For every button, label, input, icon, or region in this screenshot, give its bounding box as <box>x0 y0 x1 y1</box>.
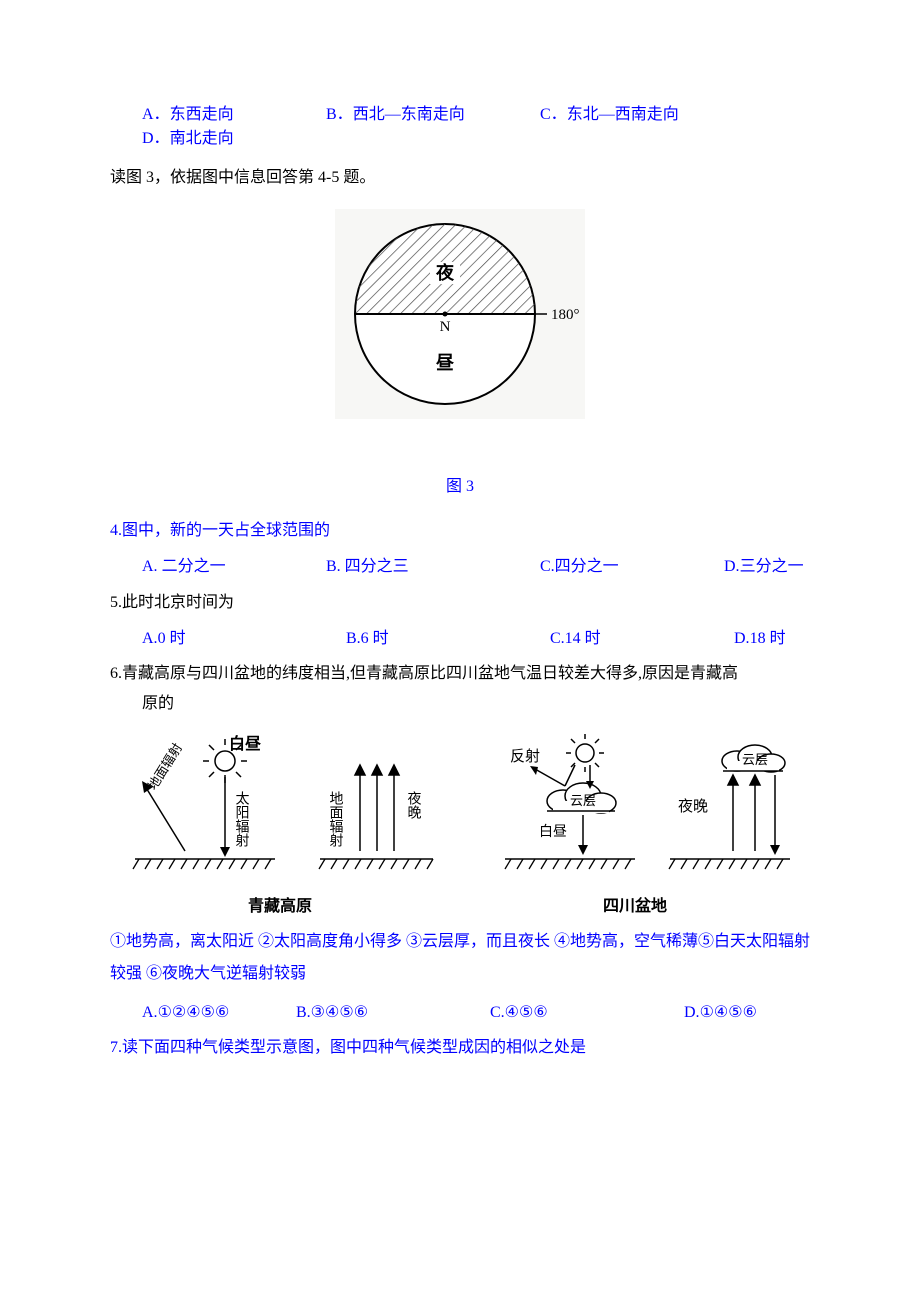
q3-option-b: B．西北—东南走向 <box>326 100 536 124</box>
q6-statements: ①地势高，离太阳近 ②太阳高度角小得多 ③云层厚，而且夜长 ④地势高，空气稀薄⑤… <box>110 926 810 990</box>
option-text: 东北—西南走向 <box>567 106 679 123</box>
svg-text:夜晚: 夜晚 <box>678 798 708 815</box>
option-text: 西北—东南走向 <box>353 106 465 123</box>
q3-option-a: A．东西走向 <box>142 100 322 124</box>
svg-text:地面辐射: 地面辐射 <box>145 740 185 792</box>
option-letter: D． <box>142 130 170 147</box>
q4-stem: 4.图中，新的一天占全球范围的 <box>110 516 810 540</box>
svg-text:夜晚: 夜晚 <box>406 791 422 820</box>
label-180: 180° <box>551 307 580 323</box>
q5-option-d: D.18 时 <box>734 624 786 648</box>
label-day: 昼 <box>436 353 454 373</box>
q4-option-d: D.三分之一 <box>724 552 804 576</box>
svg-text:反射: 反射 <box>510 748 540 765</box>
intro-4-5: 读图 3，依据图中信息回答第 4-5 题。 <box>110 164 810 193</box>
figure-3-caption: 图 3 <box>110 472 810 496</box>
q4-option-b: B. 四分之三 <box>326 552 536 576</box>
option-letter: A． <box>142 106 170 123</box>
svg-text:白昼: 白昼 <box>539 824 567 840</box>
q3-option-c: C．东北—西南走向 <box>540 100 720 124</box>
q4-options: A. 二分之一 B. 四分之三 C.四分之一 D.三分之一 <box>142 552 810 576</box>
q6-diagrams: 白昼 太阳辐射 地面辐射 地面辐 <box>110 731 810 916</box>
svg-text:白昼: 白昼 <box>229 734 262 753</box>
svg-text:云层: 云层 <box>742 752 768 767</box>
option-text: 东西走向 <box>170 106 234 123</box>
q6-option-c: C.④⑤⑥ <box>490 1002 680 1022</box>
caption-sichuan: 四川盆地 <box>475 892 795 916</box>
q6-option-a: A.①②④⑤⑥ <box>142 1002 292 1022</box>
figure-3: 夜 昼 N 180° <box>110 209 810 424</box>
q6-option-d: D.①④⑤⑥ <box>684 1002 757 1022</box>
diagram-qinghai-tibet: 白昼 太阳辐射 地面辐射 地面辐 <box>125 731 435 916</box>
q4-option-c: C.四分之一 <box>540 552 720 576</box>
q6-stem: 6.青藏高原与四川盆地的纬度相当,但青藏高原比四川盆地气温日较差大得多,原因是青… <box>110 660 810 689</box>
label-night: 夜 <box>435 262 455 283</box>
q5-option-c: C.14 时 <box>550 624 730 648</box>
q5-option-b: B.6 时 <box>346 624 546 648</box>
svg-text:云层: 云层 <box>570 793 596 808</box>
label-center: N <box>440 319 451 335</box>
option-text: 南北走向 <box>170 130 234 147</box>
caption-qinghai: 青藏高原 <box>125 892 435 916</box>
q7-stem: 7.读下面四种气候类型示意图，图中四种气候类型成因的相似之处是 <box>110 1034 810 1063</box>
sichuan-svg: 反射 云层 白昼 夜晚 <box>475 731 795 881</box>
q6-option-b: B.③④⑤⑥ <box>296 1002 486 1022</box>
q4-option-a: A. 二分之一 <box>142 552 322 576</box>
qinghai-tibet-svg: 白昼 太阳辐射 地面辐射 地面辐 <box>125 731 435 881</box>
svg-text:太阳辐射: 太阳辐射 <box>234 791 250 848</box>
q3-option-d: D．南北走向 <box>142 124 234 148</box>
svg-text:地面辐射: 地面辐射 <box>328 791 344 848</box>
diagram-sichuan: 反射 云层 白昼 夜晚 <box>475 731 795 916</box>
q6-stem-line2: 原的 <box>126 689 810 713</box>
q6-options: A.①②④⑤⑥ B.③④⑤⑥ C.④⑤⑥ D.①④⑤⑥ <box>142 1002 810 1022</box>
q5-options: A.0 时 B.6 时 C.14 时 D.18 时 <box>142 624 810 648</box>
q5-stem: 5.此时北京时间为 <box>110 588 810 612</box>
option-letter: B． <box>326 106 353 123</box>
q5-option-a: A.0 时 <box>142 624 342 648</box>
option-letter: C． <box>540 106 567 123</box>
q3-options: A．东西走向 B．西北—东南走向 C．东北—西南走向 D．南北走向 <box>142 100 810 148</box>
figure-3-svg: 夜 昼 N 180° <box>335 209 585 419</box>
